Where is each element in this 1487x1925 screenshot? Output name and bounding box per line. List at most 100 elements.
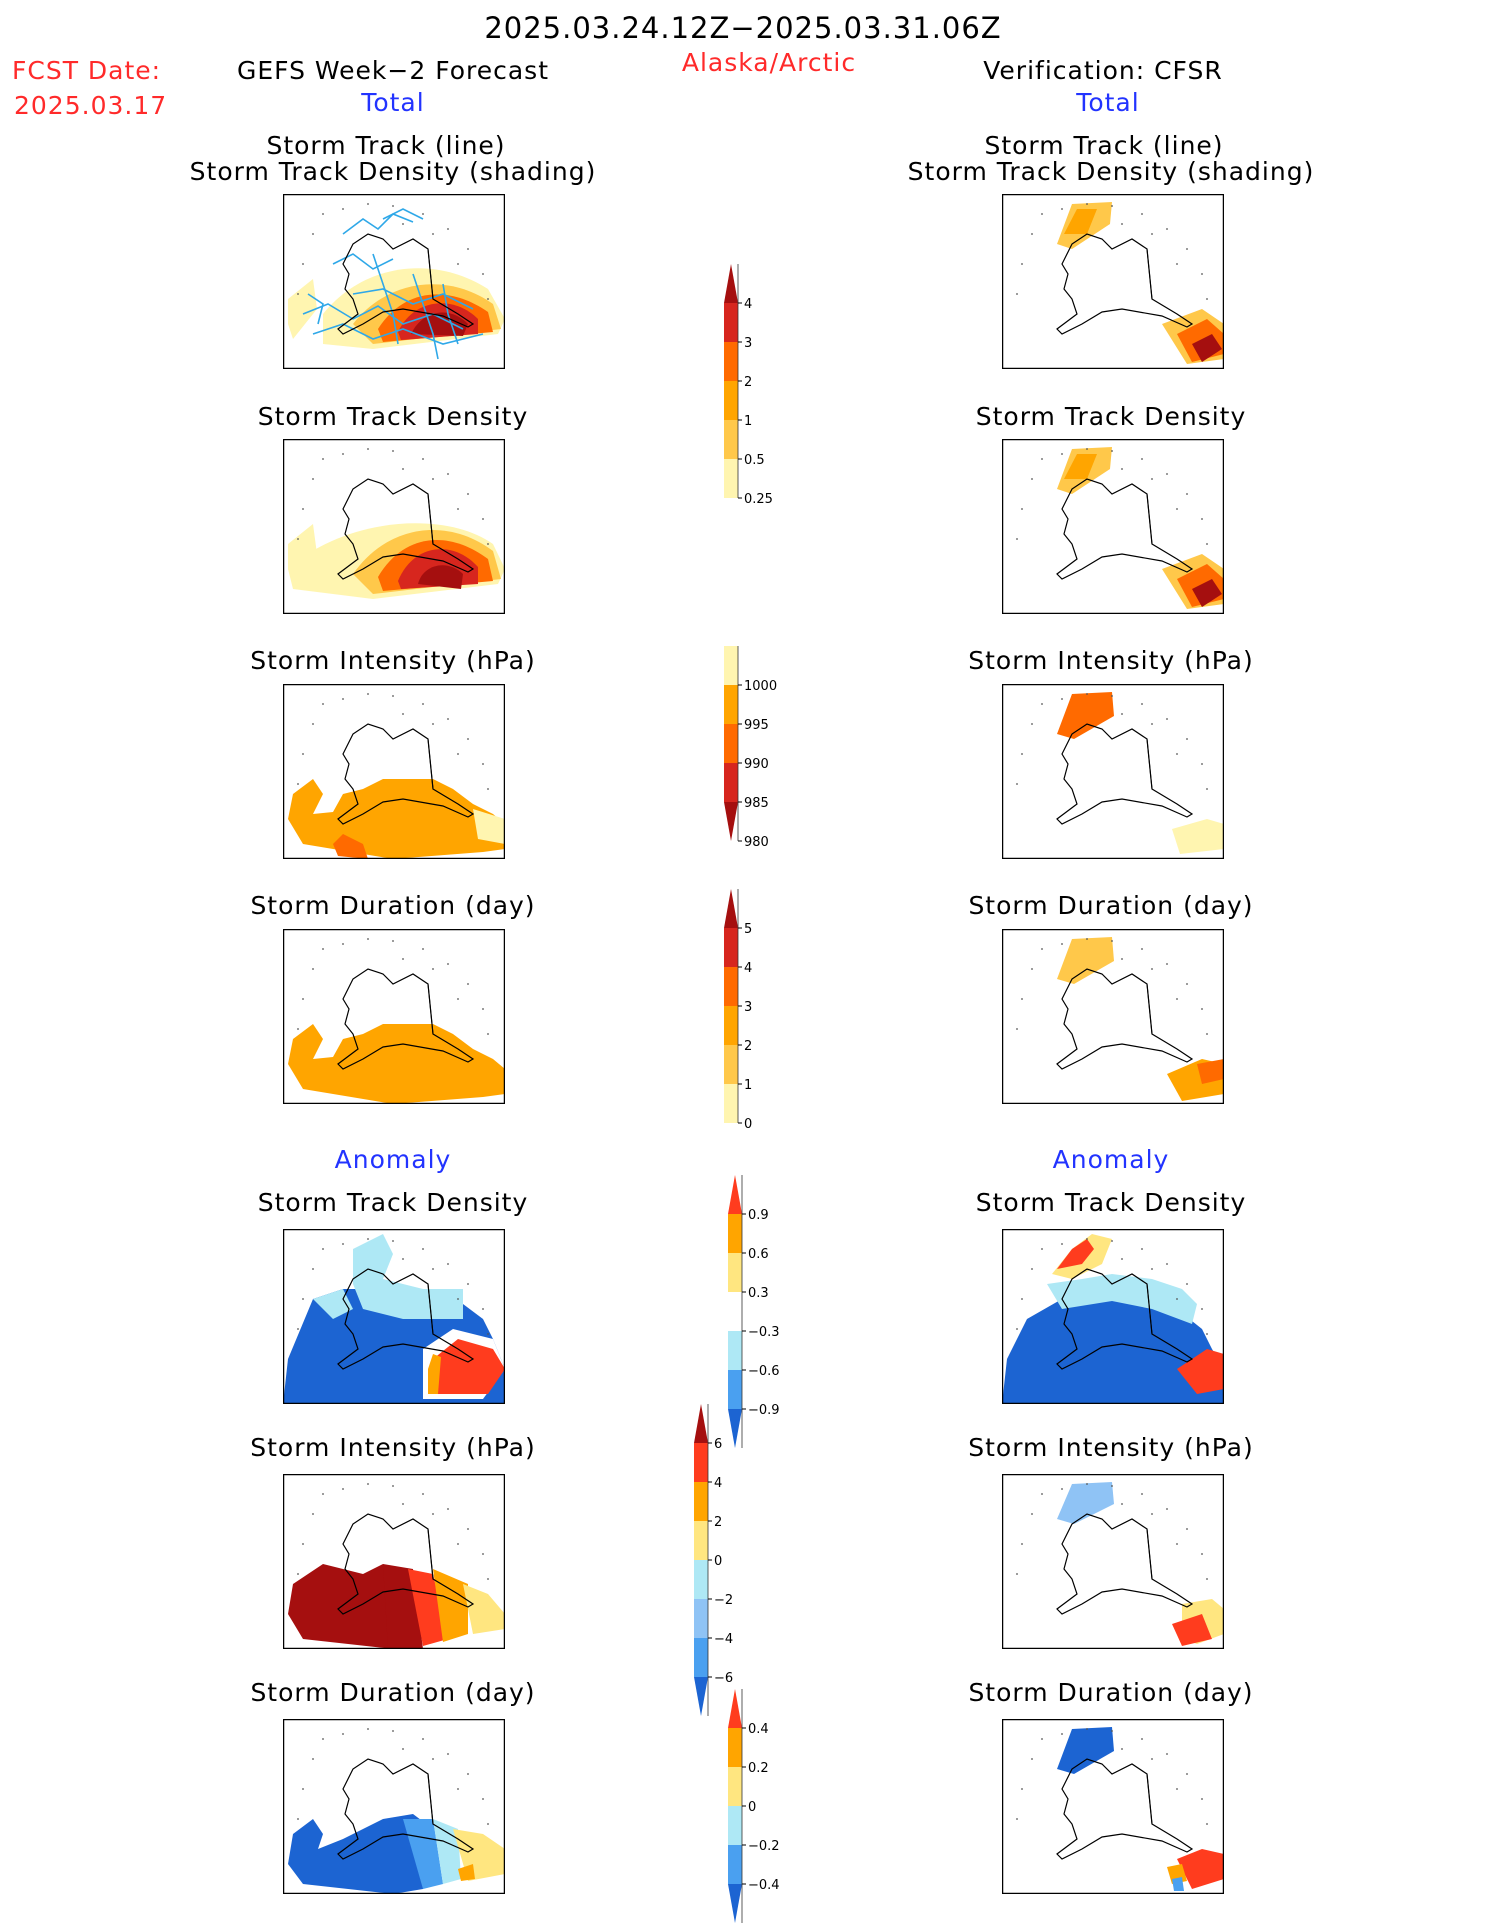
colorbar-graphic: 0.4 0.2 0 −0.2 −0.4	[728, 1689, 780, 1923]
colorbar-tick-label: 0.5	[744, 453, 765, 468]
colorbar-swatch	[724, 685, 738, 724]
date-range-title: 2025.03.24.12Z−2025.03.31.06Z	[484, 11, 1002, 45]
colorbar-tick-label: 0.6	[748, 1247, 769, 1262]
left-density-title: Storm Track Density	[257, 402, 529, 431]
colorbar-tick-label: 0.25	[744, 492, 773, 507]
colorbar-tick-label: 4	[714, 1476, 722, 1491]
colorbar-swatch	[728, 1409, 742, 1448]
map-left-intensity-anomaly	[283, 1474, 505, 1649]
colorbar-density-total: 4 3 2 1 0.5 0.25	[724, 264, 804, 545]
left-total-label: Total	[361, 88, 425, 117]
colorbar-intensity-total: 1000 995 990 985 980	[724, 645, 804, 885]
colorbar-swatch	[724, 1084, 738, 1123]
right-anom-intensity-title: Storm Intensity (hPa)	[968, 1433, 1254, 1462]
colorbar-swatch	[728, 1214, 742, 1253]
colorbar-duration-anomaly: 0.4 0.2 0 −0.2 −0.4	[728, 1689, 808, 1923]
colorbar-swatch	[728, 1331, 742, 1370]
colorbar-tick-label: −2	[714, 1593, 733, 1608]
map-right-density-anomaly	[1002, 1229, 1224, 1404]
colorbar-tick-label: 6	[714, 1437, 722, 1452]
map-left-density-total	[283, 439, 505, 614]
right-duration-title: Storm Duration (day)	[968, 891, 1254, 920]
left-anom-density-title: Storm Track Density	[257, 1188, 529, 1217]
colorbar-graphic: 4 3 2 1 0.5 0.25	[724, 264, 773, 507]
colorbar-swatch	[728, 1806, 742, 1845]
left-anom-intensity-title: Storm Intensity (hPa)	[250, 1433, 536, 1462]
colorbar-tick-label: −6	[714, 1671, 733, 1686]
colorbar-tick-label: 0	[714, 1554, 722, 1569]
map-left-density-anomaly	[283, 1229, 505, 1404]
colorbar-swatch	[724, 264, 738, 303]
left-anom-duration-title: Storm Duration (day)	[250, 1678, 536, 1707]
map-left-duration-anomaly	[283, 1719, 505, 1894]
colorbar-swatch	[694, 1638, 708, 1677]
colorbar-tick-label: 2	[744, 375, 752, 390]
colorbar-tick-label: 3	[744, 336, 752, 351]
colorbar-tick-label: −4	[714, 1632, 733, 1647]
map-right-duration-anomaly	[1002, 1719, 1224, 1894]
map-right-intensity-anomaly	[1002, 1474, 1224, 1649]
colorbar-swatch	[724, 967, 738, 1006]
fcst-date-value: 2025.03.17	[14, 91, 168, 120]
map-right-intensity-total	[1002, 684, 1224, 859]
colorbar-tick-label: 985	[744, 796, 769, 811]
colorbar-swatch	[724, 303, 738, 342]
forecast-column-title: GEFS Week−2 Forecast	[236, 56, 550, 85]
right-track-shading-title: Storm Track Density (shading)	[907, 157, 1315, 186]
region-title: Alaska/Arctic	[681, 48, 857, 77]
colorbar-tick-label: 4	[744, 961, 752, 976]
colorbar-swatch	[728, 1689, 742, 1728]
colorbar-graphic: 5 4 3 2 1 0	[724, 889, 752, 1132]
colorbar-swatch	[724, 763, 738, 802]
verification-column-title: Verification: CFSR	[983, 56, 1223, 85]
colorbar-duration-total: 5 4 3 2 1 0	[724, 889, 804, 1170]
left-track-shading-title: Storm Track Density (shading)	[189, 157, 597, 186]
colorbar-tick-label: 2	[714, 1515, 722, 1530]
colorbar-swatch	[724, 1006, 738, 1045]
left-duration-title: Storm Duration (day)	[250, 891, 536, 920]
colorbar-swatch	[694, 1482, 708, 1521]
colorbar-swatch	[728, 1845, 742, 1884]
left-anomaly-label: Anomaly	[334, 1145, 452, 1174]
colorbar-tick-label: 990	[744, 757, 769, 772]
colorbar-swatch	[728, 1728, 742, 1767]
colorbar-swatch	[694, 1443, 708, 1482]
map-right-track-total	[1002, 194, 1224, 369]
colorbar-tick-label: 0.9	[748, 1208, 769, 1223]
colorbar-tick-label: 5	[744, 922, 752, 937]
colorbar-tick-label: −0.4	[748, 1878, 780, 1893]
colorbar-swatch	[728, 1175, 742, 1214]
colorbar-swatch	[724, 459, 738, 498]
colorbar-swatch	[724, 928, 738, 967]
colorbar-tick-label: −0.2	[748, 1839, 780, 1854]
colorbar-intensity-anomaly: 6 4 2 0 −2 −4 −6	[694, 1404, 774, 1716]
colorbar-swatch	[694, 1599, 708, 1638]
colorbar-swatch	[694, 1677, 708, 1716]
right-track-line-title: Storm Track (line)	[984, 131, 1224, 160]
map-right-density-total	[1002, 439, 1224, 614]
right-anom-density-title: Storm Track Density	[975, 1188, 1247, 1217]
colorbar-tick-label: 0.4	[748, 1722, 769, 1737]
colorbar-swatch	[724, 381, 738, 420]
right-anom-duration-title: Storm Duration (day)	[968, 1678, 1254, 1707]
colorbar-tick-label: 0.2	[748, 1761, 769, 1776]
colorbar-tick-label: 2	[744, 1039, 752, 1054]
colorbar-tick-label: −0.3	[748, 1325, 780, 1340]
map-left-duration-total	[283, 929, 505, 1104]
left-intensity-title: Storm Intensity (hPa)	[250, 646, 536, 675]
colorbar-tick-label: 3	[744, 1000, 752, 1015]
colorbar-swatch	[728, 1292, 742, 1331]
map-right-duration-total	[1002, 929, 1224, 1104]
right-intensity-title: Storm Intensity (hPa)	[968, 646, 1254, 675]
colorbar-swatch	[724, 342, 738, 381]
colorbar-graphic: 6 4 2 0 −2 −4 −6	[694, 1404, 733, 1716]
colorbar-tick-label: 1	[744, 414, 752, 429]
colorbar-swatch	[694, 1521, 708, 1560]
colorbar-tick-label: 1000	[744, 679, 777, 694]
colorbar-graphic: 1000 995 990 985 980	[724, 646, 777, 850]
fcst-date-label: FCST Date:	[12, 56, 162, 85]
left-track-line-title: Storm Track (line)	[266, 131, 506, 160]
colorbar-tick-label: −0.6	[748, 1364, 780, 1379]
colorbar-tick-label: 995	[744, 718, 769, 733]
colorbar-tick-label: 0	[748, 1800, 756, 1815]
